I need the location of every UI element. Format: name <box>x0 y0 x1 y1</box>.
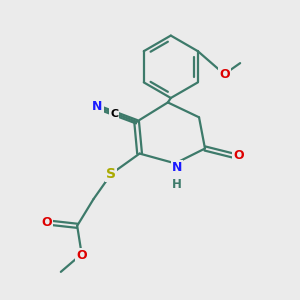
Text: N: N <box>172 161 182 174</box>
Text: C: C <box>110 109 118 119</box>
Text: O: O <box>76 249 87 262</box>
Text: O: O <box>233 149 244 162</box>
Text: H: H <box>172 178 182 191</box>
Text: S: S <box>106 167 116 181</box>
Text: O: O <box>42 216 52 229</box>
Text: N: N <box>92 100 103 113</box>
Text: O: O <box>219 68 230 81</box>
